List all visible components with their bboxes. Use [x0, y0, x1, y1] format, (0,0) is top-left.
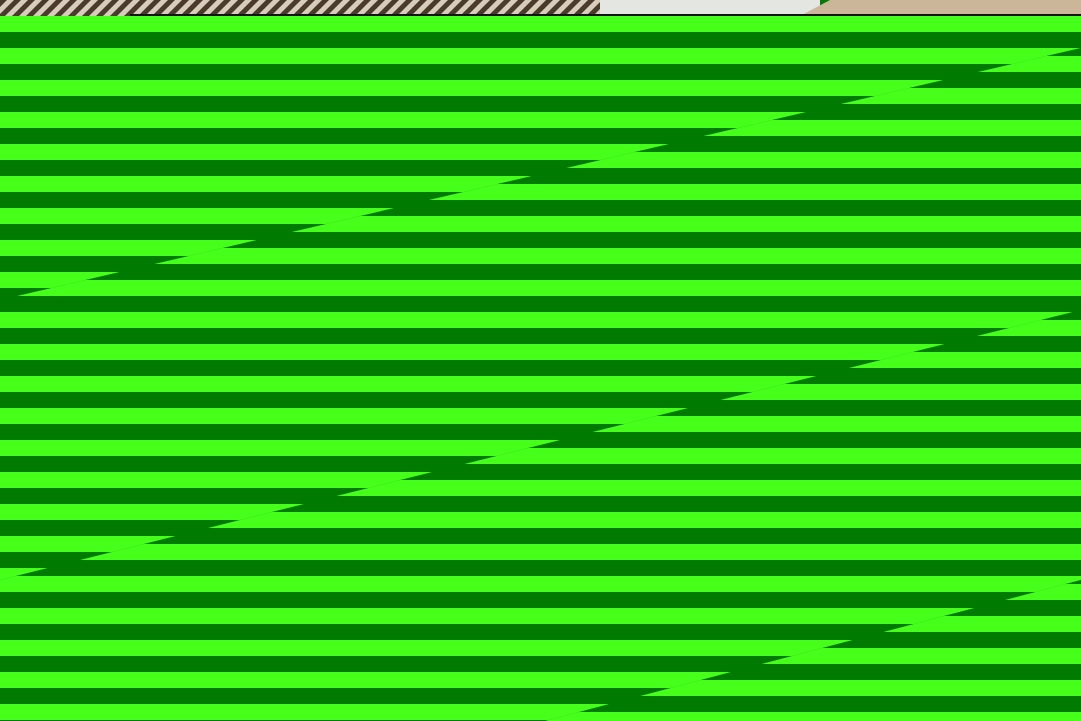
glitch-stripes: [0, 16, 1081, 721]
photo-hatch: [0, 0, 600, 16]
stripe-region: [0, 48, 1081, 580]
photo-strip: [0, 0, 1081, 17]
stripe-region: [0, 310, 1081, 721]
photo-edge: [130, 14, 1081, 17]
stripe-region: [0, 16, 1081, 300]
stripe-region: [545, 580, 1081, 721]
photo-wood: [800, 0, 1081, 16]
photo-light: [600, 0, 820, 16]
